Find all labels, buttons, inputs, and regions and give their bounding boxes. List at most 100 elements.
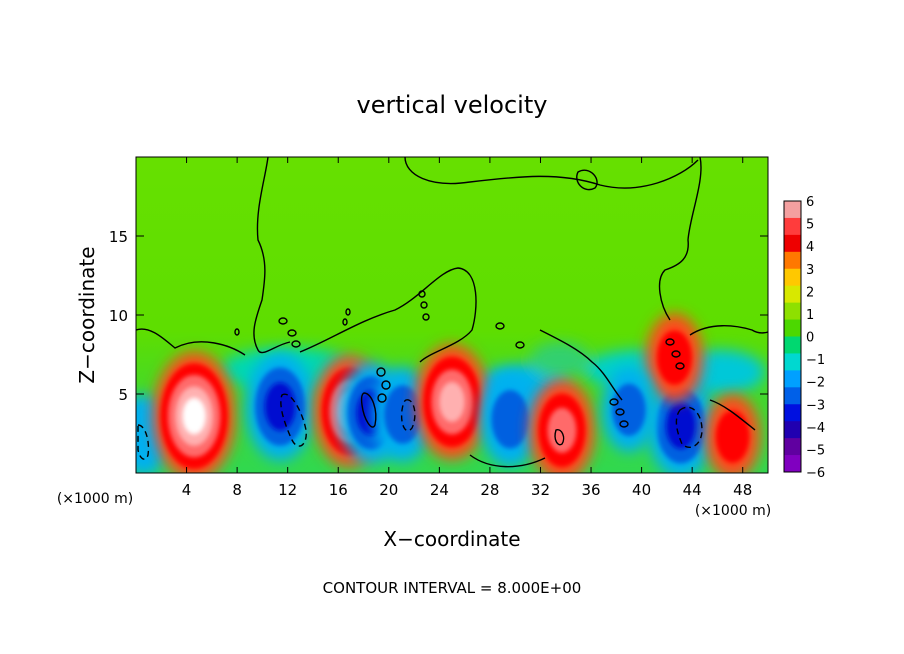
colorbar-label: 4 [806,240,814,255]
contour-small [420,301,428,309]
contour-neg [280,393,307,447]
colorbar-swatch [784,370,801,388]
contour-zero [576,169,598,191]
contour-small [675,362,685,370]
colorbar-swatch [784,319,801,337]
contour-small [278,317,288,325]
contour-neg [675,406,703,448]
colorbar-label: −4 [806,421,825,436]
contour-small [609,398,619,406]
y-tick-label: 5 [118,386,128,404]
x-tick-label: 28 [480,481,499,499]
y-tick-label: 15 [109,228,128,246]
colorbar-label: −3 [806,398,825,413]
contour-zero [658,157,702,321]
contour-small [515,341,525,349]
x-tick-label: 24 [430,481,449,499]
colorbar-label: 2 [806,285,814,300]
contour-small [665,338,675,346]
x-tick-label: 32 [531,481,550,499]
contour-small [376,367,386,377]
colorbar-swatch [784,234,801,253]
x-tick-label: 36 [581,481,600,499]
colorbar-label: −1 [806,353,825,368]
x-tick-label: 4 [182,481,192,499]
y-axis-label: Z−coordinate [75,246,99,383]
contour-small [342,318,348,326]
colorbar-swatch [784,421,801,439]
downdraft-cell [665,402,696,449]
updraft-cell [182,397,206,435]
colorbar-label: 5 [806,218,814,233]
contour-small [345,308,351,316]
colorbar-label: 0 [806,331,814,346]
colorbar-label: −2 [806,376,825,391]
x-tick-label: 16 [329,481,348,499]
contour-zero [253,157,291,354]
colorbar-swatch [784,201,801,219]
x-tick-label: 20 [379,481,398,499]
contour-pos [554,429,565,446]
contour-zero [404,157,699,189]
plot-area [136,157,768,473]
updraft-cell [439,381,465,422]
colorbar-label: −6 [806,466,825,481]
contour-zero [299,267,477,363]
colorbar-label: 1 [806,308,814,323]
contour-zero [709,399,756,431]
x-tick-label: 44 [683,481,702,499]
x-tick-label: 12 [278,481,297,499]
colorbar-swatch [784,387,801,405]
contour-neg [400,399,416,432]
contour-lines [136,157,768,468]
contour-small [671,350,681,358]
x-tick-label: 40 [632,481,651,499]
updraft-cell [657,330,692,385]
updraft-cell [547,407,577,453]
contour-small [287,329,297,337]
colorbar-swatch [784,217,801,236]
contour-small [377,393,387,403]
downdraft-cell [384,385,422,444]
contour-small [615,408,625,416]
contour-pos [360,392,377,428]
colorbar-swatch [784,302,801,321]
colorbar-label: 6 [806,195,814,210]
contour-small [234,328,240,336]
x-unit-right: (×1000 m) [695,503,771,519]
updraft-cell [715,410,750,463]
colorbar: 6 5 4 3 2 1 0 −1 −2 −3 −4 −5 −6 [783,195,825,481]
x-axis-label: X−coordinate [383,527,520,551]
contour-small [291,340,301,348]
colorbar-swatch [784,404,801,422]
colorbar-swatch [784,251,801,270]
contour-small [418,290,426,298]
x-unit-left: (×1000 m) [57,491,133,507]
y-axis: 5 10 15 [109,228,768,404]
colorbar-swatch [784,268,801,287]
x-axis: 4 8 12 16 20 24 28 32 36 40 44 48 [182,157,752,499]
colorbar-swatch [784,285,801,304]
contour-small [381,380,391,390]
colorbar-swatch [784,336,801,354]
contour-zero [539,329,623,401]
colorbar-frame [783,200,802,473]
contour-interval-note: CONTOUR INTERVAL = 8.000E+00 [323,579,582,597]
contour-small [619,420,629,428]
velocity-cells [136,313,760,473]
downdraft-cell [491,390,529,449]
colorbar-label: −5 [806,443,825,458]
chart-title: vertical velocity [357,91,548,119]
x-tick-label: 48 [733,481,752,499]
y-tick-label: 10 [109,307,128,325]
contour-zero [136,328,246,356]
contour-neg [137,424,150,460]
contour-small [495,322,505,330]
contour-small [422,313,430,321]
contour-zero [689,325,768,336]
colorbar-swatch [784,438,801,456]
x-tick-label: 8 [232,481,242,499]
contour-zero [469,454,546,468]
colorbar-swatch [784,455,801,473]
